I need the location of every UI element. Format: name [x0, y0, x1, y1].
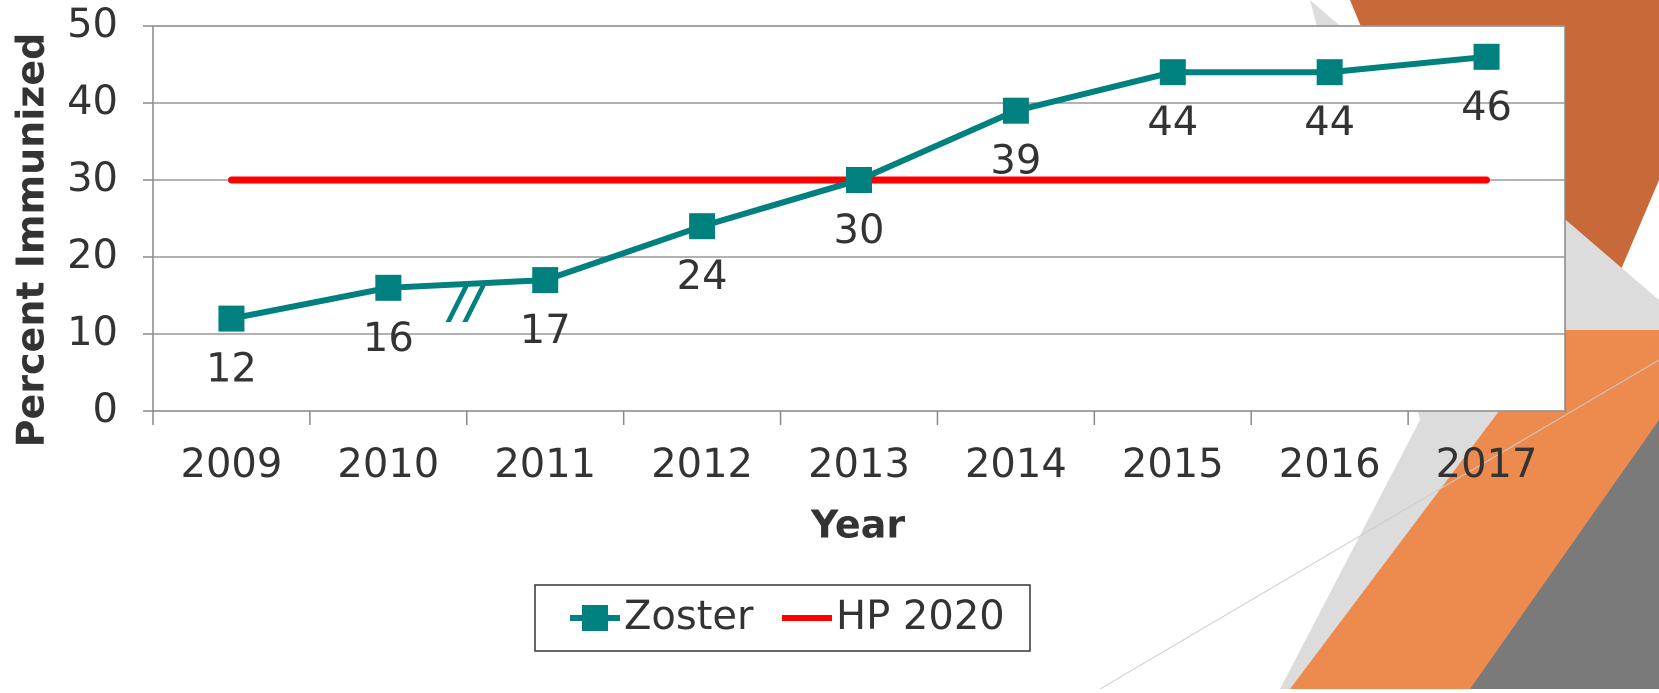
x-tick-label: 2015	[1122, 441, 1224, 487]
legend-label: HP 2020	[836, 593, 1005, 639]
data-label: 30	[834, 207, 885, 253]
x-tick-label: 2016	[1279, 441, 1381, 487]
data-label: 44	[1147, 99, 1198, 145]
y-tick-label: 40	[67, 78, 118, 124]
data-label: 24	[677, 253, 728, 299]
y-tick-label: 20	[67, 232, 118, 278]
legend-label: Zoster	[624, 593, 754, 639]
marker	[1474, 44, 1500, 70]
break-annotation: //	[445, 275, 487, 329]
marker	[532, 267, 558, 293]
data-label: 44	[1304, 99, 1355, 145]
marker	[846, 167, 872, 193]
data-label: 17	[520, 307, 571, 353]
data-label: 16	[363, 315, 414, 361]
x-tick-label: 2010	[337, 441, 439, 487]
data-label: 39	[990, 138, 1041, 184]
x-axis-title: Year	[810, 503, 905, 547]
y-tick-label: 50	[67, 1, 118, 47]
marker	[375, 275, 401, 301]
y-axis-title: Percent Immunized	[9, 33, 53, 448]
marker	[1317, 59, 1343, 85]
x-tick-label: 2011	[494, 441, 596, 487]
marker	[1160, 59, 1186, 85]
data-label: 46	[1461, 84, 1512, 130]
x-tick-label: 2013	[808, 441, 910, 487]
marker	[218, 306, 244, 332]
y-tick-label: 30	[67, 155, 118, 201]
x-tick-label: 2012	[651, 441, 753, 487]
data-label: 12	[206, 346, 257, 392]
y-tick-label: 10	[67, 309, 118, 355]
y-tick-label: 0	[93, 386, 118, 432]
x-tick-label: 2014	[965, 441, 1067, 487]
x-tick-label: 2017	[1436, 441, 1538, 487]
x-tick-label: 2009	[181, 441, 283, 487]
legend-marker	[582, 605, 608, 631]
chart: Percent Immunized Year 0 10 20 30 40 50 2009 20…	[0, 0, 1659, 689]
marker	[689, 213, 715, 239]
marker	[1003, 98, 1029, 124]
